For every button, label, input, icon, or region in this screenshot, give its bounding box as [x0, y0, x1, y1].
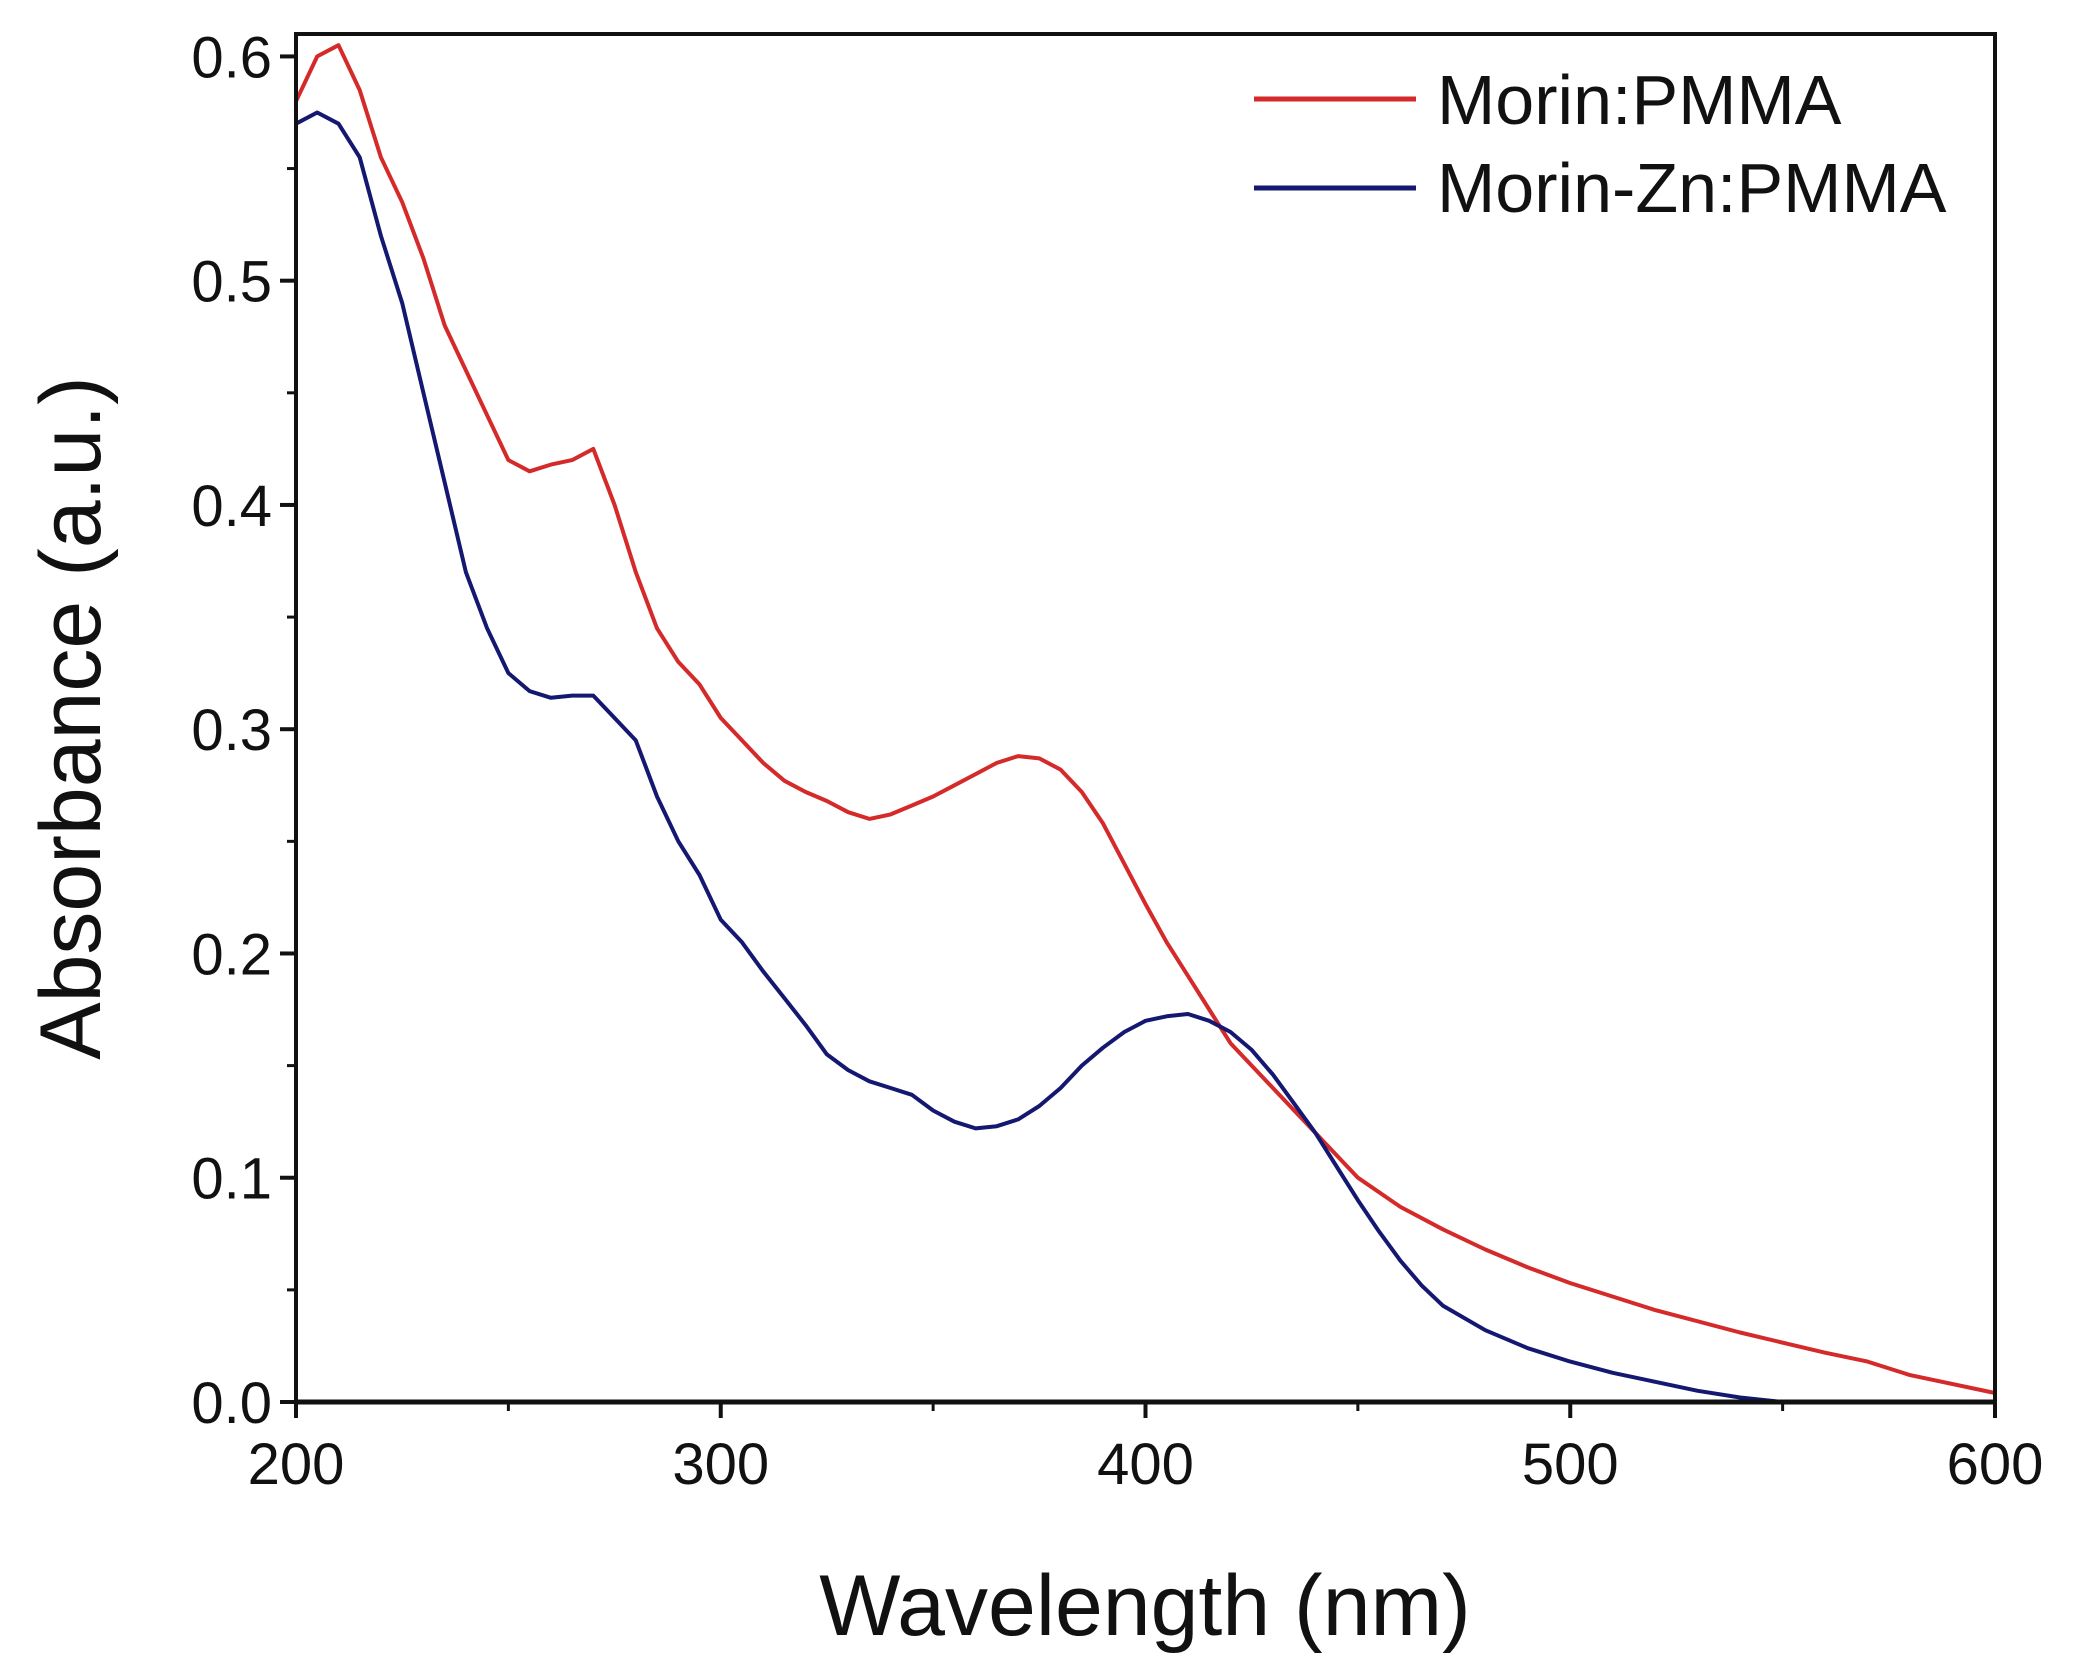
legend-label-morin-zn-pmma: Morin-Zn:PMMA	[1437, 149, 1947, 227]
y-tick-label: 0.0	[191, 1371, 272, 1436]
plot-frame	[294, 32, 1997, 1404]
x-tick-label: 400	[1097, 1432, 1194, 1497]
y-tick-label: 0.6	[191, 25, 272, 90]
y-tick-label: 0.2	[191, 922, 272, 987]
y-tick-label: 0.4	[191, 474, 272, 539]
ticks-layer: 200 300 400 500 600 0.0 0.1 0.2 0.3 0.4 0.5 0.6	[191, 25, 2043, 1497]
series-line-morin-zn-pmma	[295, 110, 1783, 1404]
x-tick-label: 300	[672, 1432, 769, 1497]
legend: Morin:PMMA Morin-Zn:PMMA	[1254, 61, 1947, 227]
y-axis-title: Absorbance (a.u.)	[23, 376, 119, 1060]
x-tick-label: 200	[248, 1432, 345, 1497]
series-line-morin-pmma	[294, 43, 1996, 1395]
y-tick-label: 0.1	[191, 1147, 272, 1212]
legend-label-morin-pmma: Morin:PMMA	[1437, 61, 1842, 139]
y-tick-label: 0.5	[191, 250, 272, 315]
series-layer	[294, 43, 1996, 1404]
x-tick-label: 500	[1522, 1432, 1619, 1497]
x-tick-label: 600	[1947, 1432, 2044, 1497]
x-axis-title: Wavelength (nm)	[819, 1558, 1471, 1654]
y-tick-label: 0.3	[191, 698, 272, 763]
